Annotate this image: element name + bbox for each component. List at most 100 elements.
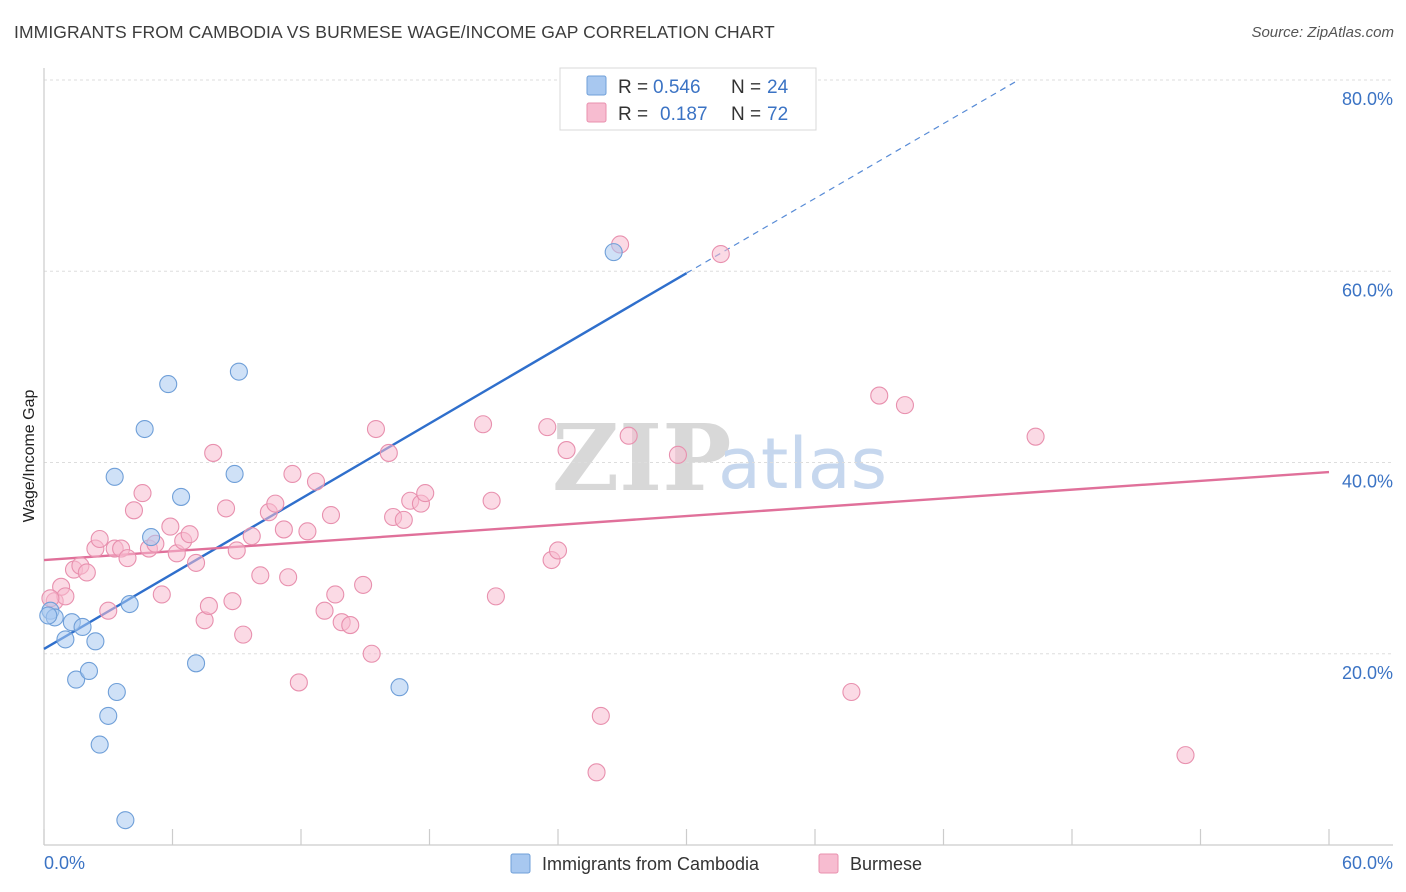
- legend-r-value-burmese: 0.187: [660, 104, 708, 125]
- y-tick-label: 40.0%: [1342, 472, 1393, 492]
- point-burmese: [77, 563, 96, 582]
- point-burmese: [152, 585, 171, 604]
- point-cambodia: [142, 528, 161, 547]
- point-cambodia: [79, 661, 99, 681]
- y-axis-title: Wage/Income Gap: [21, 390, 38, 523]
- point-burmese: [1026, 427, 1045, 446]
- point-burmese: [548, 541, 568, 560]
- point-burmese: [298, 522, 317, 541]
- point-burmese: [538, 418, 557, 437]
- y-tick-labels: 20.0% 40.0% 60.0% 80.0%: [1342, 89, 1393, 683]
- bottom-legend-label-burmese[interactable]: Burmese: [850, 854, 922, 874]
- svg-text:atlas: atlas: [718, 423, 887, 505]
- y-tick-label: 60.0%: [1342, 280, 1393, 300]
- axes: [43, 68, 1393, 846]
- point-burmese: [289, 673, 308, 692]
- legend-r-label-cambodia: R =: [618, 77, 648, 98]
- point-burmese: [362, 644, 381, 663]
- point-burmese: [133, 484, 152, 503]
- point-burmese: [266, 494, 285, 513]
- legend-swatch-burmese: [586, 102, 607, 123]
- point-burmese: [482, 491, 501, 510]
- legend-n-value-burmese: 72: [767, 104, 788, 125]
- point-burmese: [341, 616, 360, 635]
- point-cambodia: [172, 487, 191, 506]
- point-burmese: [557, 441, 576, 460]
- point-cambodia: [86, 632, 105, 651]
- point-cambodia: [604, 243, 623, 262]
- point-burmese: [90, 529, 109, 549]
- point-burmese: [56, 587, 75, 606]
- point-burmese: [223, 592, 242, 611]
- point-burmese: [242, 527, 261, 546]
- point-burmese: [473, 415, 493, 434]
- point-burmese: [161, 517, 180, 536]
- point-burmese: [587, 763, 606, 782]
- point-cambodia: [135, 419, 154, 439]
- svg-text:ZIP: ZIP: [552, 404, 731, 512]
- chart-source: Source: ZipAtlas.com: [1251, 24, 1394, 41]
- legend-n-label-cambodia: N =: [731, 77, 761, 98]
- trend-line-burmese: [43, 470, 1330, 562]
- point-burmese: [416, 484, 435, 503]
- point-burmese: [204, 443, 223, 462]
- point-burmese: [1176, 746, 1195, 765]
- legend-r-label-burmese: R =: [618, 104, 648, 125]
- legend-box: R = 0.546 N = 24 R = 0.187 N = 72: [559, 67, 817, 131]
- point-cambodia: [99, 706, 118, 725]
- y-tick-label: 20.0%: [1342, 663, 1393, 683]
- point-burmese: [227, 541, 246, 560]
- point-burmese: [99, 601, 118, 620]
- zipatlas-watermark: ZIP atlas: [552, 404, 887, 512]
- point-burmese: [394, 510, 413, 529]
- bottom-legend-swatch-cambodia[interactable]: [510, 853, 531, 874]
- bottom-legend-label-cambodia[interactable]: Immigrants from Cambodia: [542, 854, 760, 874]
- point-cambodia: [187, 654, 206, 673]
- point-burmese: [279, 568, 298, 587]
- point-cambodia: [229, 362, 248, 381]
- point-cambodia: [105, 467, 124, 486]
- trend-line-cambodia: [43, 272, 688, 651]
- point-burmese: [124, 501, 143, 520]
- point-burmese: [486, 587, 505, 606]
- point-cambodia: [56, 630, 75, 649]
- point-burmese: [274, 520, 293, 539]
- bottom-legend: Immigrants from Cambodia Burmese: [510, 853, 922, 874]
- point-burmese: [668, 445, 687, 464]
- scatter-points: [39, 235, 1195, 830]
- point-burmese: [251, 566, 270, 585]
- legend-n-label-burmese: N =: [731, 104, 761, 125]
- point-burmese: [234, 625, 253, 644]
- point-burmese: [895, 396, 915, 415]
- point-burmese: [118, 549, 137, 568]
- chart-title: IMMIGRANTS FROM CAMBODIA VS BURMESE WAGE…: [14, 22, 775, 42]
- trend-line-extension-cambodia: [686, 79, 1019, 274]
- point-burmese: [321, 506, 341, 525]
- point-burmese: [199, 596, 218, 615]
- point-cambodia: [107, 682, 126, 702]
- point-burmese: [315, 601, 334, 620]
- point-burmese: [283, 464, 302, 484]
- point-cambodia: [39, 606, 58, 625]
- legend-n-value-cambodia: 24: [767, 77, 789, 98]
- bottom-legend-swatch-burmese[interactable]: [818, 853, 839, 874]
- legend-r-value-cambodia: 0.546: [653, 77, 701, 98]
- point-cambodia: [390, 678, 409, 697]
- x-tick-label-max: 60.0%: [1342, 853, 1393, 873]
- point-cambodia: [116, 811, 135, 830]
- point-burmese: [619, 426, 638, 445]
- point-burmese: [366, 419, 386, 439]
- point-cambodia: [159, 375, 178, 394]
- point-burmese: [354, 575, 373, 594]
- point-cambodia: [73, 617, 92, 637]
- x-tick-label-min: 0.0%: [44, 853, 85, 873]
- point-burmese: [379, 443, 398, 462]
- point-burmese: [591, 706, 610, 725]
- trend-lines: [43, 79, 1330, 651]
- legend-swatch-cambodia: [586, 75, 607, 96]
- point-burmese: [216, 499, 236, 518]
- point-cambodia: [90, 735, 109, 754]
- point-burmese: [326, 585, 345, 604]
- point-burmese: [187, 553, 206, 572]
